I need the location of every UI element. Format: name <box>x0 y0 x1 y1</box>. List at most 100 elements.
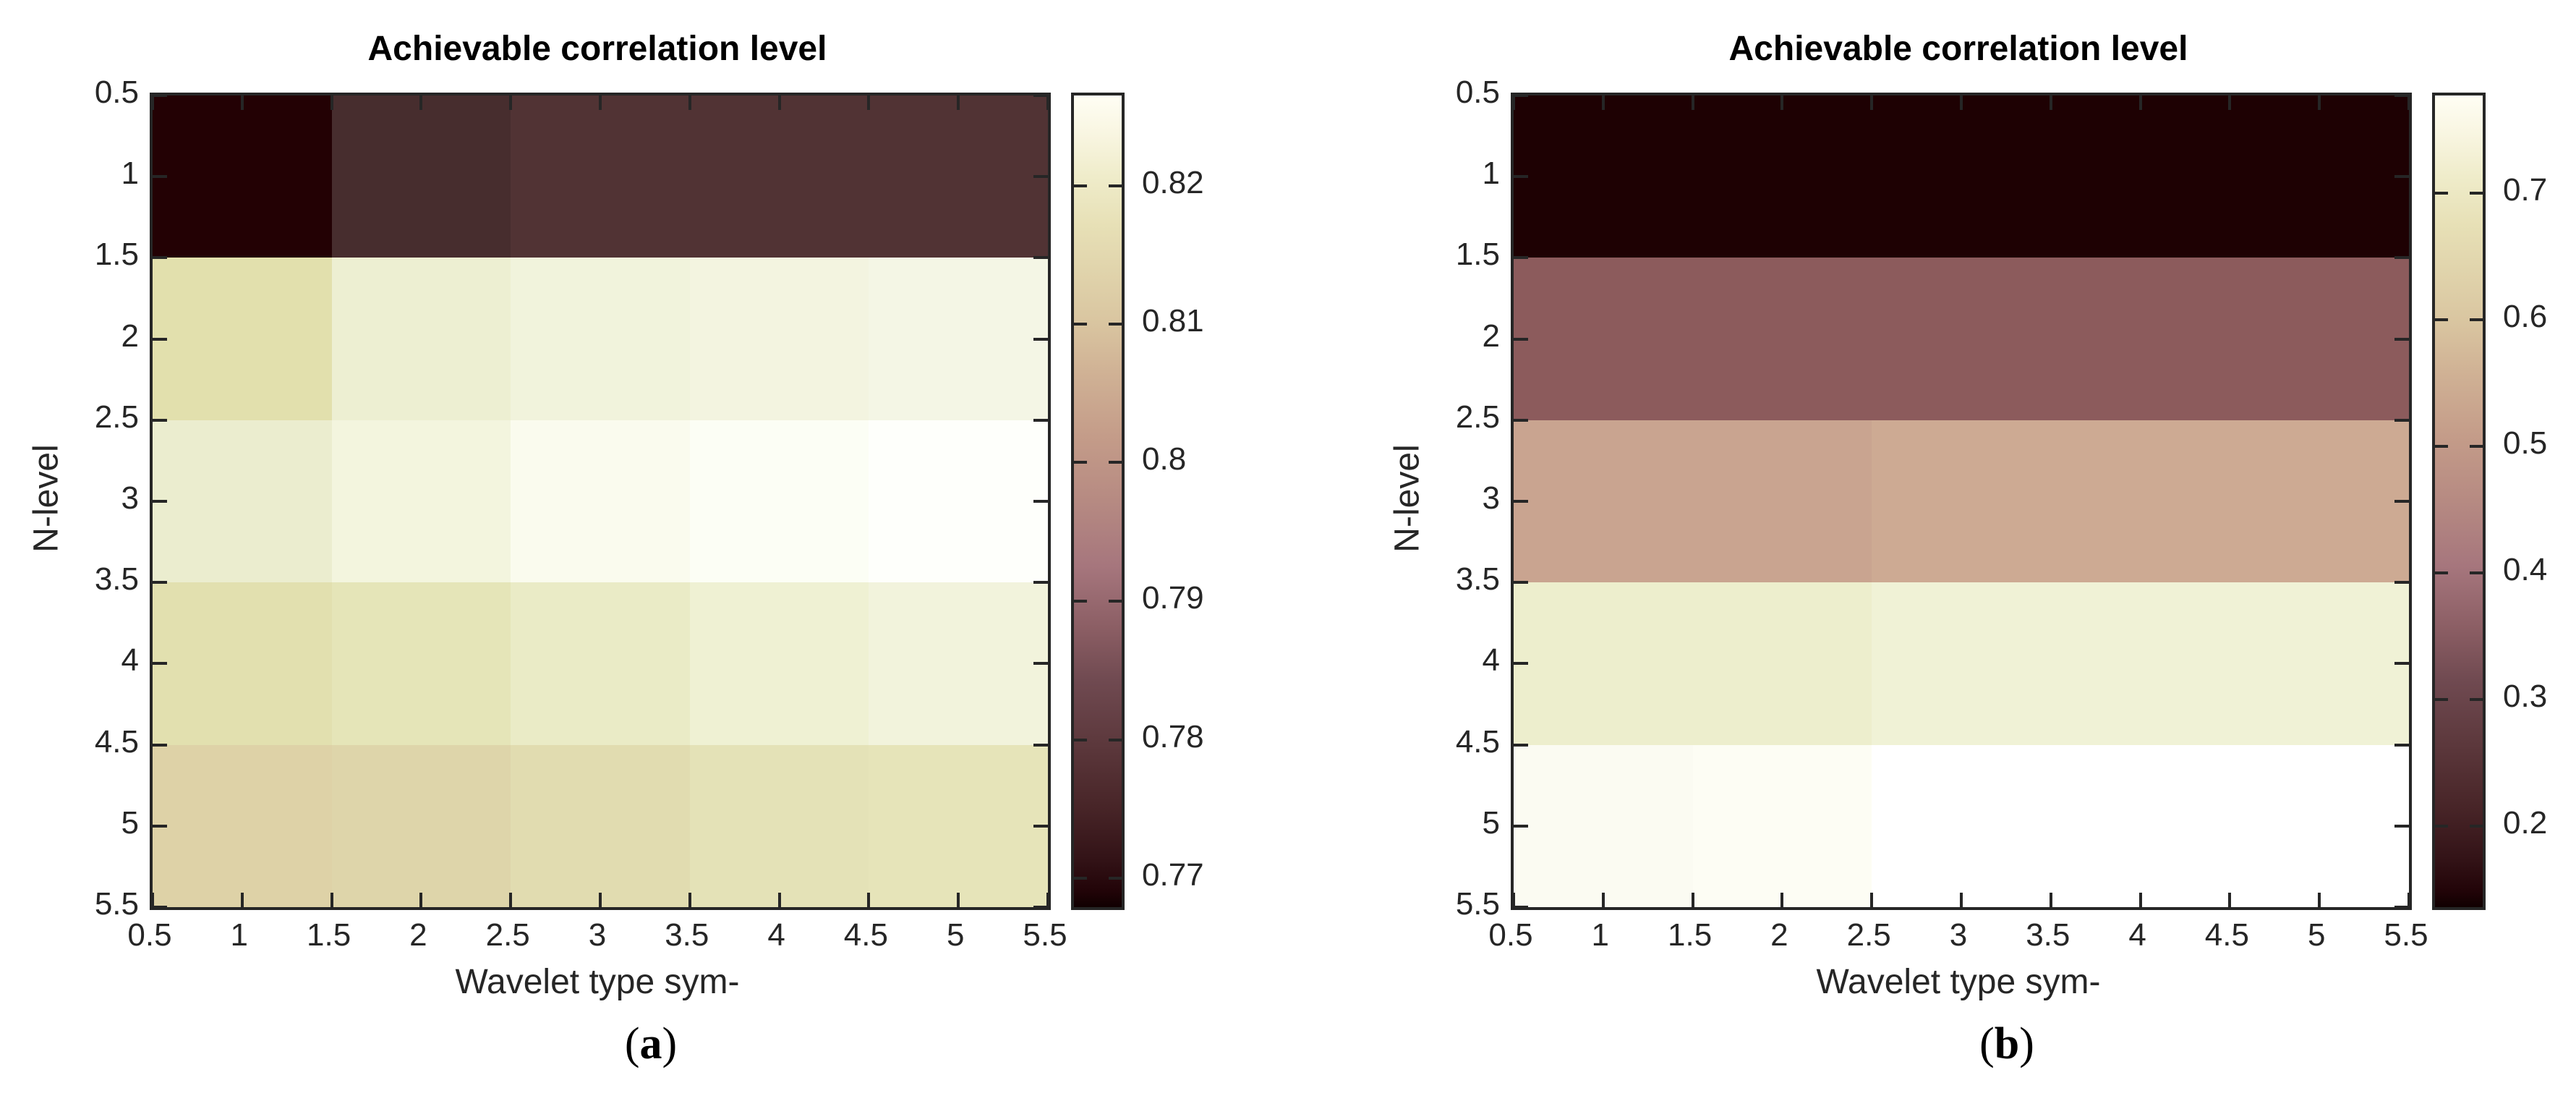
tick-mark <box>2318 95 2321 110</box>
x-tick-label: 5 <box>2307 917 2326 953</box>
tick-mark <box>2318 893 2321 907</box>
tick-mark <box>151 893 154 907</box>
colorbar <box>2432 93 2486 910</box>
tick-mark <box>419 893 423 907</box>
plot-title: Achievable correlation level <box>1728 30 2188 68</box>
colorbar-tick-label: 0.4 <box>2503 551 2548 587</box>
colorbar <box>1071 93 1125 910</box>
x-tick-label: 1.5 <box>1668 917 1713 953</box>
caption-open: ( <box>624 1019 640 1068</box>
heatmap-cell-r5c5 <box>2230 744 2409 907</box>
x-tick-label: 3.5 <box>2026 917 2070 953</box>
heatmap-cell-r4c4 <box>2050 582 2230 745</box>
y-tick-label: 1.5 <box>1455 237 1500 273</box>
heatmap-cell-r2c3 <box>1872 258 2051 420</box>
heatmap-cell-r1c1 <box>153 95 332 258</box>
x-tick-label: 3.5 <box>665 917 709 953</box>
heatmap-cell-r1c4 <box>2050 95 2230 258</box>
tick-mark <box>1514 824 1528 828</box>
x-tick-label: 5.5 <box>1023 917 1067 953</box>
colorbar-tick-mark <box>2435 571 2448 574</box>
colorbar-tick-mark <box>1109 323 1122 326</box>
tick-mark <box>1033 94 1048 97</box>
tick-mark <box>1033 743 1048 747</box>
y-tick-label: 0.5 <box>1455 75 1500 110</box>
subfigure-caption: (a) <box>506 1019 796 1070</box>
heatmap-plot <box>1511 93 2412 910</box>
tick-mark <box>1514 256 1528 260</box>
colorbar-tick-label: 0.8 <box>1142 441 1187 477</box>
tick-mark <box>153 824 167 828</box>
tick-mark <box>1691 95 1694 110</box>
caption-open: ( <box>1979 1019 1995 1068</box>
caption-letter: b <box>1994 1019 2020 1068</box>
heatmap-cell-r3c1 <box>1514 420 1693 583</box>
heatmap-cell-r4c5 <box>2230 582 2409 745</box>
x-tick-label: 1 <box>1591 917 1610 953</box>
tick-mark <box>2394 500 2409 503</box>
caption-letter: a <box>639 1019 662 1068</box>
heatmap-cell-r4c2 <box>331 582 511 745</box>
tick-mark <box>153 337 167 341</box>
colorbar-tick-mark <box>1109 738 1122 741</box>
heatmap-cell-r1c1 <box>1514 95 1693 258</box>
heatmap-cell-r1c4 <box>689 95 869 258</box>
tick-mark <box>867 893 871 907</box>
subfigure-b: Achievable correlation level N-level 0.5… <box>1361 0 2576 1101</box>
caption-close: ) <box>2019 1019 2034 1068</box>
axis-tick-marks <box>1512 94 2410 909</box>
tick-mark <box>1514 500 1528 503</box>
x-tick-label: 0.5 <box>127 917 172 953</box>
y-tick-label: 1.5 <box>94 237 139 273</box>
heatmap-cell-r2c5 <box>2230 258 2409 420</box>
heatmap-cell-r4c3 <box>511 582 690 745</box>
colorbar-tick-label: 0.7 <box>2503 171 2548 208</box>
tick-mark <box>1512 95 1515 110</box>
y-tick-label: 2 <box>121 318 139 354</box>
tick-mark <box>777 95 781 110</box>
y-tick-label: 3.5 <box>94 561 139 598</box>
heatmap-cell-r4c4 <box>689 582 869 745</box>
tick-mark <box>1033 418 1048 422</box>
tick-mark <box>151 95 154 110</box>
colorbar-tick-mark <box>2435 318 2448 321</box>
heatmap-cell-r1c3 <box>511 95 690 258</box>
x-axis-label: Wavelet type sym- <box>455 963 740 1001</box>
tick-mark <box>957 893 960 907</box>
heatmap-cell-r3c5 <box>869 420 1048 583</box>
tick-mark <box>153 906 167 909</box>
tick-mark <box>2138 95 2142 110</box>
subfigure-a: Achievable correlation level N-level 0.5… <box>27 30 1204 1070</box>
colorbar-tick-mark <box>1074 461 1087 464</box>
tick-mark <box>1033 581 1048 584</box>
colorbar-tick-mark <box>2470 697 2483 701</box>
tick-mark <box>1514 906 1528 909</box>
colorbar-tick-mark <box>2470 191 2483 195</box>
tick-mark <box>2394 337 2409 341</box>
tick-mark <box>1601 893 1605 907</box>
heatmap-cell-r1c2 <box>1692 95 1872 258</box>
colorbar-tick-mark <box>1109 184 1122 187</box>
colorbar-tick-label: 0.81 <box>1142 303 1204 339</box>
tick-mark <box>2394 175 2409 179</box>
tick-mark <box>153 256 167 260</box>
heatmap-plot <box>150 93 1051 910</box>
tick-mark <box>153 500 167 503</box>
y-tick-label: 2.5 <box>94 399 139 435</box>
tick-mark <box>688 95 691 110</box>
heatmap-cell-r3c4 <box>689 420 869 583</box>
tick-mark <box>1033 824 1048 828</box>
x-tick-label: 2 <box>1770 917 1788 953</box>
colorbar-tick-mark <box>1074 184 1087 187</box>
tick-mark <box>1033 500 1048 503</box>
tick-mark <box>153 418 167 422</box>
x-axis-label: Wavelet type sym- <box>1816 963 2101 1001</box>
tick-mark <box>1601 95 1605 110</box>
tick-mark <box>2228 95 2232 110</box>
colorbar-tick-label: 0.2 <box>2503 804 2548 841</box>
tick-mark <box>419 95 423 110</box>
heatmap-cell-r5c1 <box>153 744 332 907</box>
tick-mark <box>240 95 244 110</box>
tick-mark <box>2394 906 2409 909</box>
